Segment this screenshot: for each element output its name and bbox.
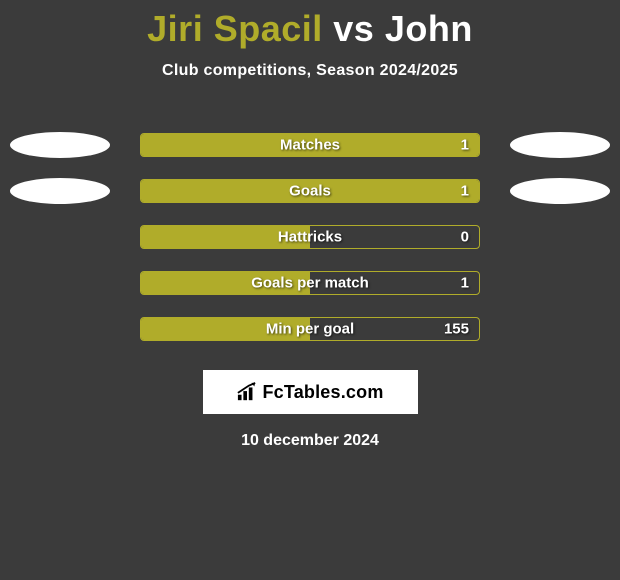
player2-oval	[510, 178, 610, 204]
stat-label: Goals per match	[251, 275, 369, 292]
comparison-title: Jiri Spacil vs John	[0, 0, 620, 50]
stat-row: Min per goal 155	[0, 306, 620, 352]
stat-value: 1	[461, 137, 469, 154]
vs-label: vs	[333, 8, 374, 49]
chart-icon	[236, 382, 258, 402]
date-label: 10 december 2024	[0, 432, 620, 450]
stat-row: Hattricks 0	[0, 214, 620, 260]
player1-oval	[10, 132, 110, 158]
stat-label: Matches	[280, 137, 340, 154]
player1-oval	[10, 178, 110, 204]
player2-name: John	[385, 8, 473, 49]
stat-bar: Matches 1	[140, 133, 480, 157]
logo-box: FcTables.com	[203, 370, 418, 414]
stat-row: Goals per match 1	[0, 260, 620, 306]
stat-label: Goals	[289, 183, 331, 200]
stat-bar: Goals 1	[140, 179, 480, 203]
stat-bar: Min per goal 155	[140, 317, 480, 341]
stat-value: 0	[461, 229, 469, 246]
stat-bar: Hattricks 0	[140, 225, 480, 249]
stats-container: Matches 1 Goals 1 Hattricks 0 Goals per match 1…	[0, 122, 620, 352]
stat-value: 155	[444, 321, 469, 338]
stat-bar: Goals per match 1	[140, 271, 480, 295]
stat-row: Goals 1	[0, 168, 620, 214]
logo-text: FcTables.com	[262, 382, 383, 403]
stat-label: Hattricks	[278, 229, 342, 246]
player2-oval	[510, 132, 610, 158]
stat-label: Min per goal	[266, 321, 354, 338]
stat-value: 1	[461, 183, 469, 200]
stat-value: 1	[461, 275, 469, 292]
player1-name: Jiri Spacil	[147, 8, 323, 49]
subtitle: Club competitions, Season 2024/2025	[0, 62, 620, 80]
stat-row: Matches 1	[0, 122, 620, 168]
